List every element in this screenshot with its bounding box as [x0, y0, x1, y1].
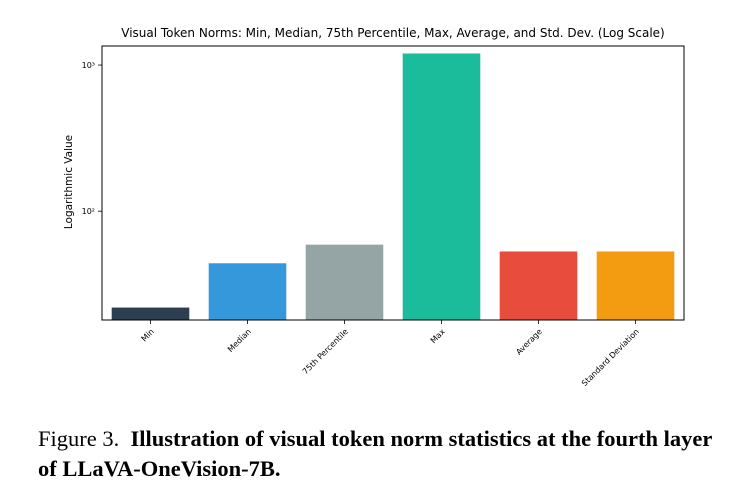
caption-label: Figure 3.	[38, 426, 120, 451]
y-tick-label: 10²	[82, 207, 95, 216]
bar-chart: Visual Token Norms: Min, Median, 75th Pe…	[63, 26, 685, 388]
chart-title: Visual Token Norms: Min, Median, 75th Pe…	[121, 26, 664, 40]
plot-frame	[101, 45, 685, 321]
x-tick-label: Standard Deviation	[580, 327, 641, 388]
x-tick-label: Max	[429, 327, 447, 345]
y-ticks-group: 10² 10³	[82, 61, 102, 216]
bar-75th-percentile	[305, 244, 384, 320]
bar-max	[402, 53, 481, 320]
x-tick-label: Min	[140, 327, 156, 343]
figure-caption: Figure 3. Illustration of visual token n…	[38, 424, 718, 484]
bar-average	[499, 251, 578, 320]
bar-standard-deviation	[596, 251, 675, 320]
x-tick-label: 75th Percentile	[301, 327, 350, 376]
x-ticks-group: Min Median 75th Percentile Max Average Standa…	[140, 320, 641, 388]
y-tick-label: 10³	[82, 61, 95, 70]
x-tick-label: Median	[226, 327, 253, 354]
bars-group	[111, 53, 675, 320]
x-tick-label: Average	[514, 327, 544, 357]
caption-text: Illustration of visual token norm statis…	[38, 426, 712, 481]
bar-median	[208, 263, 287, 320]
y-axis-label: Logarithmic Value	[63, 135, 75, 229]
bar-min	[111, 307, 190, 320]
